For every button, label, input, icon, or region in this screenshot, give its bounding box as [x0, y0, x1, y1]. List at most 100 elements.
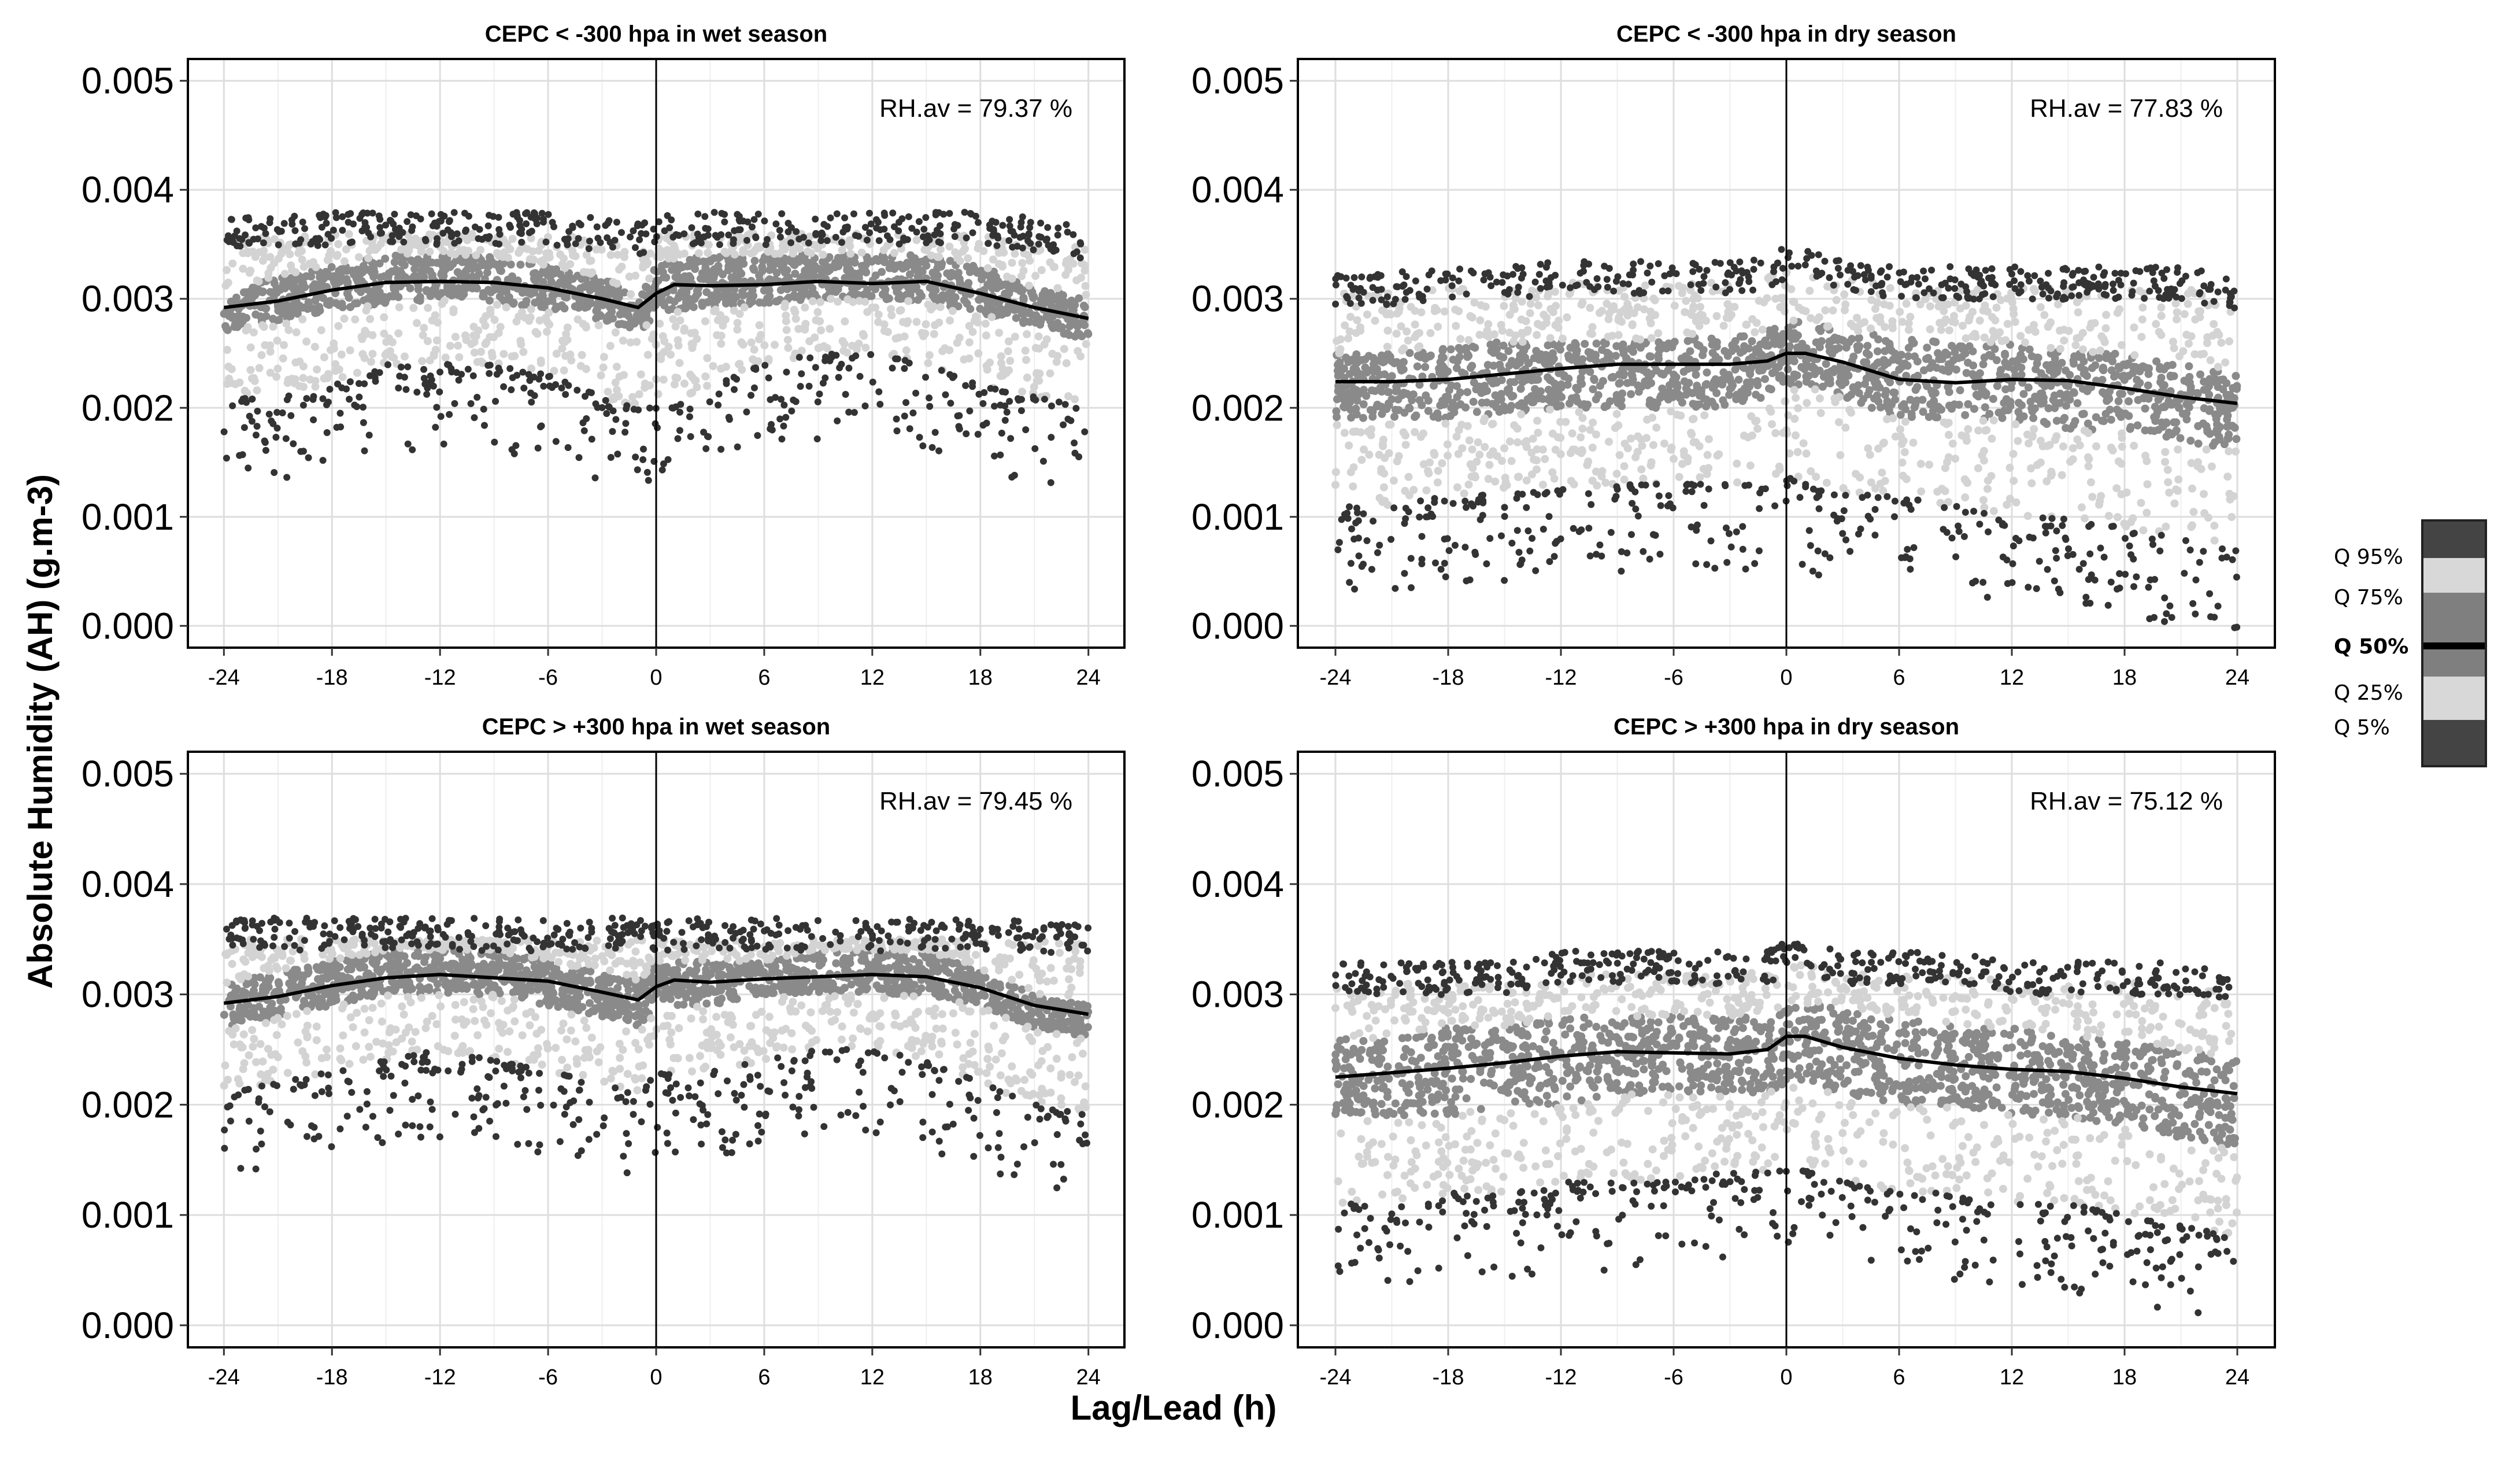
band-point-inner — [1577, 400, 1586, 409]
band-point-outer — [246, 343, 255, 352]
band-point-inner — [1552, 391, 1561, 400]
upper-outlier-point — [275, 228, 283, 235]
lower-outlier-point — [942, 391, 949, 398]
band-point-outer — [2060, 336, 2068, 345]
band-point-inner — [831, 260, 839, 269]
band-point-inner — [1507, 401, 1516, 410]
lower-outlier-point — [508, 446, 516, 453]
band-point-outer — [983, 264, 992, 272]
upper-outlier-point — [228, 216, 235, 223]
band-point-inner — [1455, 353, 1464, 361]
band-point-outer — [981, 319, 990, 328]
lower-outlier-point — [797, 383, 804, 390]
lower-outlier-point — [734, 443, 741, 450]
lower-outlier-point — [223, 455, 230, 462]
band-point-inner — [1766, 331, 1774, 340]
band-point-inner — [1746, 364, 1755, 372]
band-point-outer — [1035, 344, 1043, 353]
band-point-outer — [1389, 476, 1398, 485]
lower-outlier-point — [409, 446, 416, 453]
band-point-inner — [261, 304, 269, 312]
band-point-inner — [2123, 359, 2132, 368]
upper-outlier-point — [245, 214, 252, 221]
lower-outlier-point — [310, 416, 317, 424]
band-point-outer — [353, 368, 361, 377]
band-point-inner — [1698, 351, 1707, 360]
band-point-inner — [220, 309, 228, 318]
band-point-outer — [972, 312, 980, 321]
upper-outlier-point — [390, 220, 397, 228]
band-point-outer — [791, 315, 800, 323]
band-point-outer — [747, 338, 756, 347]
band-point-outer — [674, 308, 682, 316]
lower-outlier-point — [1047, 479, 1054, 486]
band-point-inner — [552, 265, 561, 274]
band-point-inner — [937, 296, 946, 305]
band-point-inner — [1802, 372, 1811, 380]
upper-outlier-point — [506, 221, 513, 229]
band-point-inner — [516, 260, 525, 269]
band-point-inner — [954, 268, 963, 277]
band-point-outer — [2080, 426, 2089, 435]
upper-outlier-point — [484, 222, 492, 230]
lower-outlier-point — [248, 396, 256, 403]
upper-outlier-point — [772, 220, 780, 228]
band-point-outer — [1733, 459, 1741, 468]
band-point-outer — [922, 246, 931, 254]
band-point-inner — [650, 283, 658, 292]
band-point-outer — [924, 359, 932, 367]
band-point-outer — [1082, 339, 1090, 348]
y-tick-label: 0.005 — [82, 60, 174, 102]
lower-outlier-point — [372, 378, 379, 385]
band-point-outer — [2184, 300, 2192, 308]
lower-outlier-point — [534, 444, 542, 452]
upper-outlier-point — [320, 210, 327, 218]
lower-outlier-point — [754, 432, 761, 439]
band-point-inner — [1405, 403, 1413, 412]
lower-outlier-point — [997, 401, 1004, 409]
y-tick-label: 0.002 — [82, 387, 174, 428]
band-point-outer — [834, 297, 842, 306]
upper-outlier-point — [348, 238, 356, 246]
band-point-outer — [817, 326, 826, 335]
band-point-outer — [1696, 473, 1704, 482]
band-point-inner — [946, 257, 954, 265]
band-point-outer — [948, 306, 957, 315]
band-point-outer — [900, 332, 909, 341]
band-point-outer — [373, 243, 382, 252]
lower-outlier-point — [956, 425, 963, 433]
band-point-inner — [2044, 404, 2053, 413]
band-point-outer — [1771, 428, 1780, 437]
band-point-inner — [780, 268, 789, 277]
band-point-inner — [1881, 337, 1890, 345]
band-point-outer — [253, 386, 261, 394]
band-point-inner — [1535, 350, 1544, 359]
band-point-inner — [1800, 365, 1809, 374]
upper-outlier-point — [587, 214, 594, 221]
lower-outlier-point — [861, 402, 869, 409]
band-point-outer — [1082, 290, 1090, 299]
band-point-inner — [1883, 359, 1892, 367]
band-point-outer — [998, 261, 1006, 269]
band-point-outer — [1005, 366, 1013, 375]
band-point-inner — [1029, 291, 1038, 300]
band-point-inner — [1012, 313, 1020, 322]
panel-2: -24 -18 -12 -6 0 6 12 18 240.0000.0010.0020.0030… — [1191, 21, 2276, 690]
lower-outlier-point — [748, 391, 755, 399]
band-point-outer — [997, 352, 1005, 361]
lower-outlier-point — [938, 367, 945, 374]
lower-outlier-point — [413, 389, 421, 396]
band-point-outer — [868, 304, 876, 312]
band-point-outer — [642, 321, 651, 330]
band-point-inner — [1489, 379, 1497, 387]
lower-outlier-point — [420, 375, 428, 382]
band-point-inner — [2100, 417, 2108, 426]
band-point-outer — [1409, 486, 1418, 494]
upper-outlier-point — [1035, 241, 1042, 248]
upper-outlier-point — [224, 232, 232, 239]
band-point-outer — [1546, 334, 1555, 342]
lower-outlier-point — [562, 391, 569, 398]
band-point-outer — [965, 354, 974, 363]
band-point-inner — [1961, 411, 1970, 419]
band-point-inner — [1546, 376, 1555, 385]
